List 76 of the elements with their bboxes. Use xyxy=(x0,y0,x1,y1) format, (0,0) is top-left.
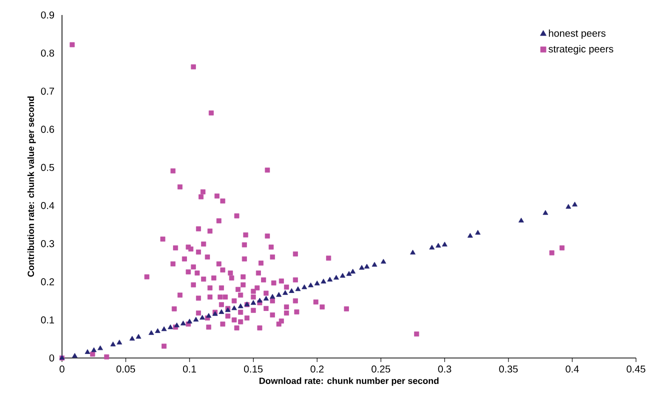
point xyxy=(276,292,282,297)
y-tick-label: 0.1 xyxy=(41,316,54,324)
point xyxy=(136,334,142,339)
point xyxy=(232,305,237,310)
point xyxy=(314,280,320,286)
point xyxy=(206,312,212,318)
x-tick-label: 0.35 xyxy=(499,366,518,373)
point xyxy=(91,347,97,352)
point xyxy=(263,296,269,301)
x-tick-label: 0.1 xyxy=(183,366,196,373)
point xyxy=(380,258,386,264)
x-tick-label: 0.4 xyxy=(566,366,579,373)
point xyxy=(542,210,548,215)
y-tick-label: 0.6 xyxy=(41,126,54,133)
point xyxy=(334,274,339,280)
legend-label: honest peers xyxy=(548,29,606,39)
x-tick-label: 0.15 xyxy=(244,366,263,373)
point xyxy=(372,262,378,267)
x-axis-title: Download rate: chunk number per second xyxy=(260,377,439,386)
y-axis-title: Contribution rate: chunk value per second xyxy=(27,96,36,277)
point xyxy=(346,271,352,276)
point xyxy=(116,340,122,344)
point xyxy=(359,264,364,270)
point xyxy=(218,309,224,314)
point xyxy=(257,298,262,302)
point xyxy=(340,272,346,278)
point xyxy=(350,268,356,274)
point xyxy=(467,232,473,238)
point xyxy=(282,290,288,295)
y-tick-label: 0.7 xyxy=(41,88,54,95)
y-tick-label: 0.8 xyxy=(41,50,54,57)
point xyxy=(174,322,180,328)
point xyxy=(250,300,256,305)
point xyxy=(200,314,206,320)
point xyxy=(442,242,448,246)
y-tick-label: 0.4 xyxy=(41,202,54,210)
point xyxy=(288,288,294,293)
point xyxy=(327,276,333,282)
point xyxy=(302,284,308,290)
point xyxy=(364,264,370,269)
point xyxy=(436,242,441,248)
point xyxy=(429,244,435,250)
point xyxy=(475,230,481,235)
point xyxy=(518,218,524,222)
point xyxy=(148,330,154,335)
point xyxy=(72,353,78,358)
y-tick-label: 0.2 xyxy=(41,278,54,286)
point xyxy=(566,204,572,209)
point xyxy=(308,282,314,288)
point xyxy=(98,345,103,350)
x-tick-label: 0.25 xyxy=(372,366,390,373)
point xyxy=(186,318,192,324)
legend-label: strategic peers xyxy=(548,45,614,54)
point xyxy=(320,278,326,284)
y-tick-label: 0.3 xyxy=(41,240,54,248)
point xyxy=(238,303,244,308)
y-tick-label: 0.9 xyxy=(41,11,54,19)
x-tick-label: 0 xyxy=(60,366,64,373)
point xyxy=(110,342,116,346)
point xyxy=(168,324,174,330)
point xyxy=(410,250,416,254)
point xyxy=(270,294,276,299)
x-tick-label: 0.3 xyxy=(438,366,452,373)
y-tick-label: 0 xyxy=(49,354,54,362)
point xyxy=(180,320,186,326)
point xyxy=(572,202,578,206)
y-tick-label: 0.5 xyxy=(41,164,54,171)
point xyxy=(84,349,90,354)
point xyxy=(193,316,199,322)
x-tick-label: 0.45 xyxy=(626,366,646,373)
point xyxy=(129,336,135,341)
point xyxy=(161,326,167,332)
point xyxy=(154,328,160,333)
point xyxy=(295,286,301,292)
x-tick-label: 0.2 xyxy=(310,366,324,373)
x-tick-label: 0.05 xyxy=(116,366,136,373)
